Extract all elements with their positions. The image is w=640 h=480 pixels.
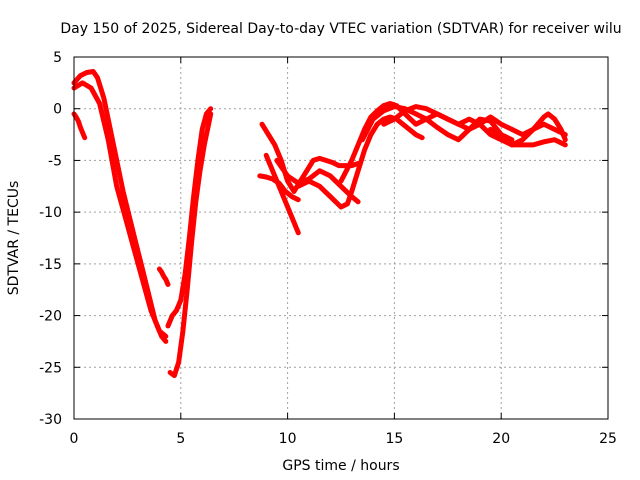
satellite-track-5 <box>165 106 214 329</box>
y-tick-label: -5 <box>48 153 62 169</box>
grid-layer <box>74 57 608 419</box>
y-tick-label: -15 <box>39 257 62 273</box>
y-tick-label: -10 <box>39 205 62 221</box>
y-tick-label: -30 <box>39 412 62 428</box>
x-tick-label: 25 <box>599 431 617 447</box>
chart-title: Day 150 of 2025, Sidereal Day-to-day VTE… <box>60 21 621 37</box>
tick-layer: 0 5 10 15 20 25 5 0 -5 -10 -15 -20 -25 -30 <box>39 50 617 447</box>
satellite-track-8 <box>259 121 361 194</box>
x-tick-label: 0 <box>70 431 79 447</box>
y-tick-label: 0 <box>53 102 62 118</box>
y-tick-label: -20 <box>39 309 62 325</box>
series-layer <box>71 69 568 379</box>
x-tick-label: 20 <box>492 431 510 447</box>
x-tick-label: 5 <box>176 431 185 447</box>
satellite-track-4 <box>156 266 171 287</box>
x-tick-label: 10 <box>279 431 297 447</box>
x-tick-label: 15 <box>385 431 403 447</box>
x-axis-label: GPS time / hours <box>282 458 399 474</box>
satellite-track-11 <box>295 114 425 210</box>
satellite-track-3 <box>71 80 169 339</box>
y-axis-label: SDTVAR / TECUs <box>6 181 22 296</box>
plot-frame <box>73 56 609 420</box>
satellite-track-6 <box>167 111 214 379</box>
y-tick-label: 5 <box>53 50 62 66</box>
satellite-track-9 <box>263 152 301 236</box>
satellite-track-1 <box>71 111 88 141</box>
y-tick-label: -25 <box>39 360 62 376</box>
satellite-track-10 <box>274 157 361 205</box>
satellite-track-15 <box>488 111 568 148</box>
